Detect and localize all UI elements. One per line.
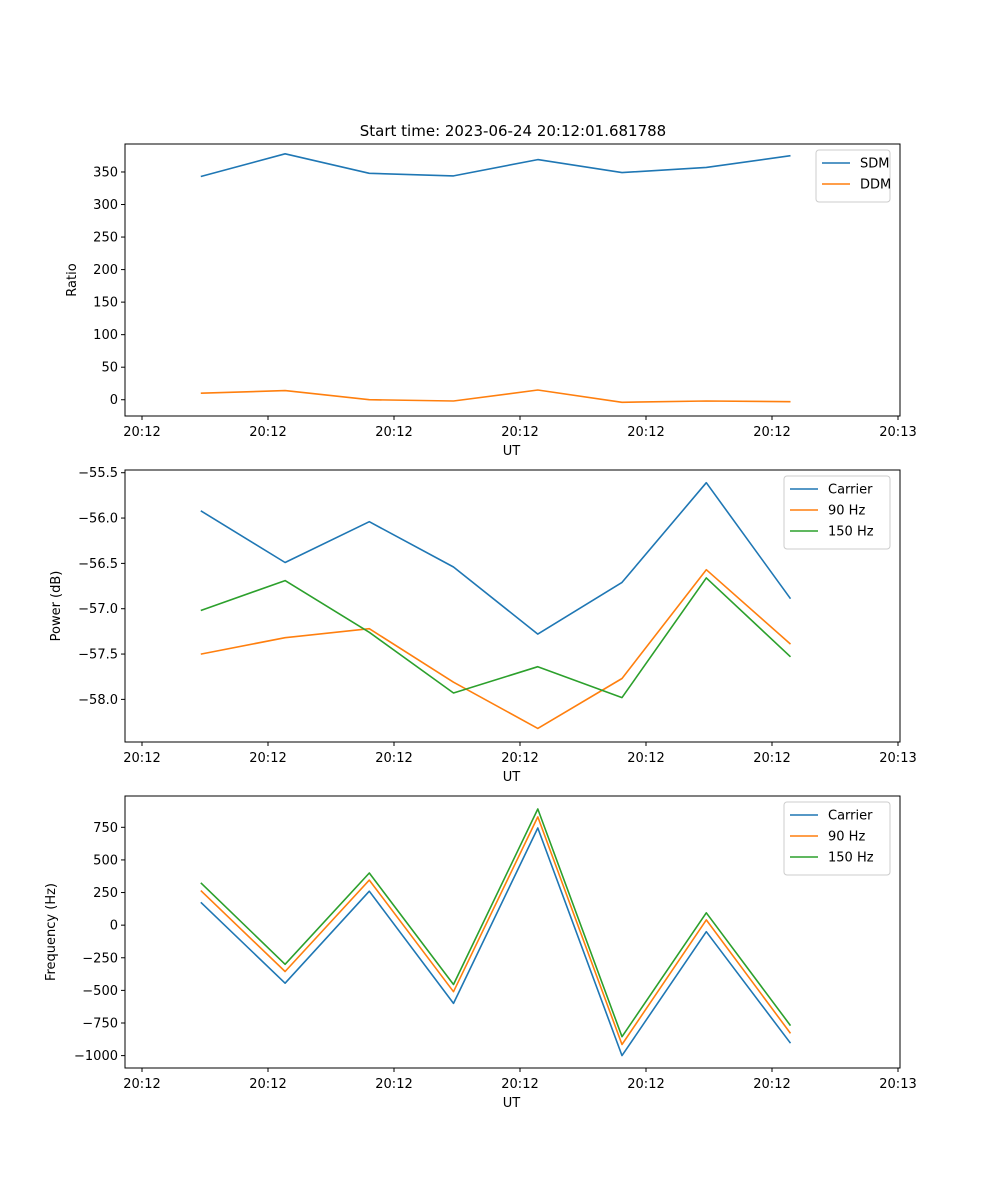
- y-tick-label: 50: [101, 361, 118, 376]
- y-axis-label: Power (dB): [49, 571, 64, 642]
- y-tick-label: −56.0: [78, 512, 118, 527]
- legend-label: DDM: [860, 178, 891, 193]
- x-tick-label: 20:12: [753, 1077, 790, 1092]
- y-tick-label: 350: [93, 165, 118, 180]
- x-tick-label: 20:12: [501, 425, 538, 440]
- series-line-carrier: [200, 827, 792, 1057]
- x-tick-label: 20:13: [879, 1077, 916, 1092]
- x-tick-label: 20:13: [879, 425, 916, 440]
- y-tick-label: 250: [93, 231, 118, 246]
- x-tick-label: 20:12: [249, 1077, 286, 1092]
- series-line-carrier: [200, 481, 792, 635]
- series-line-90-hz: [200, 568, 792, 730]
- series-line-90-hz: [200, 816, 792, 1046]
- x-tick-label: 20:12: [501, 751, 538, 766]
- plot-frame: [124, 469, 901, 743]
- legend: Carrier 90 Hz 150 Hz: [783, 475, 891, 550]
- legend-label: Carrier: [828, 809, 873, 824]
- y-tick-label: 0: [110, 393, 118, 408]
- y-tick-label: −57.0: [78, 602, 118, 617]
- y-tick-label: 0: [110, 919, 118, 934]
- legend-label: 90 Hz: [828, 504, 865, 519]
- y-tick-label: 500: [93, 853, 118, 868]
- x-tick-label: 20:12: [627, 751, 664, 766]
- x-tick-label: 20:12: [753, 425, 790, 440]
- series-line-150-hz: [200, 808, 792, 1038]
- x-axis-label: UT: [503, 444, 521, 459]
- x-tick-label: 20:12: [123, 1077, 160, 1092]
- y-tick-label: 300: [93, 198, 118, 213]
- chart-panel-1: 20:12 20:12 20:12 20:12 20:12 20:12 20:13 UT 0 50…: [65, 143, 917, 459]
- legend-label: 150 Hz: [828, 851, 874, 866]
- legend: SDM DDM: [815, 149, 891, 203]
- legend-label: Carrier: [828, 483, 873, 498]
- y-tick-label: −55.5: [78, 466, 118, 481]
- y-tick-label: −1000: [74, 1049, 118, 1064]
- y-tick-label: −250: [82, 951, 118, 966]
- x-tick-label: 20:12: [249, 425, 286, 440]
- y-axis-label: Ratio: [65, 263, 80, 296]
- x-tick-label: 20:12: [375, 751, 412, 766]
- plot-frame: [124, 795, 901, 1069]
- y-tick-label: −57.5: [78, 648, 118, 663]
- y-tick-label: −500: [82, 984, 118, 999]
- x-tick-label: 20:12: [375, 425, 412, 440]
- x-tick-label: 20:12: [123, 425, 160, 440]
- chart-panel-2: 20:12 20:12 20:12 20:12 20:12 20:12 20:13 UT −58…: [49, 466, 917, 785]
- y-tick-label: −56.5: [78, 557, 118, 572]
- x-tick-label: 20:12: [501, 1077, 538, 1092]
- series-line-ddm: [200, 389, 791, 404]
- y-tick-label: 750: [93, 821, 118, 836]
- x-tick-label: 20:13: [879, 751, 916, 766]
- legend-label: 150 Hz: [828, 525, 874, 540]
- plot-frame: [124, 143, 901, 417]
- y-tick-label: 150: [93, 296, 118, 311]
- chart-panel-3: 20:12 20:12 20:12 20:12 20:12 20:12 20:13 UT −10…: [44, 795, 917, 1111]
- x-tick-label: 20:12: [627, 425, 664, 440]
- x-tick-label: 20:12: [627, 1077, 664, 1092]
- x-axis-label: UT: [503, 770, 521, 785]
- legend-label: 90 Hz: [828, 830, 865, 845]
- x-tick-label: 20:12: [375, 1077, 412, 1092]
- figure-title: Start time: 2023-06-24 20:12:01.681788: [360, 122, 666, 140]
- y-tick-label: 200: [93, 263, 118, 278]
- legend: Carrier 90 Hz 150 Hz: [783, 801, 891, 876]
- chart-panels: 20:12 20:12 20:12 20:12 20:12 20:12 20:13 UT 0 50…: [44, 143, 917, 1111]
- x-tick-label: 20:12: [123, 751, 160, 766]
- y-axis-label: Frequency (Hz): [44, 883, 59, 981]
- y-tick-label: −750: [82, 1016, 118, 1031]
- x-tick-label: 20:12: [753, 751, 790, 766]
- series-line-150-hz: [200, 577, 792, 699]
- y-tick-label: 250: [93, 886, 118, 901]
- legend-label: SDM: [860, 157, 889, 172]
- series-line-sdm: [200, 153, 791, 178]
- y-tick-label: −58.0: [78, 693, 118, 708]
- x-tick-label: 20:12: [249, 751, 286, 766]
- x-axis-label: UT: [503, 1096, 521, 1111]
- y-tick-label: 100: [93, 328, 118, 343]
